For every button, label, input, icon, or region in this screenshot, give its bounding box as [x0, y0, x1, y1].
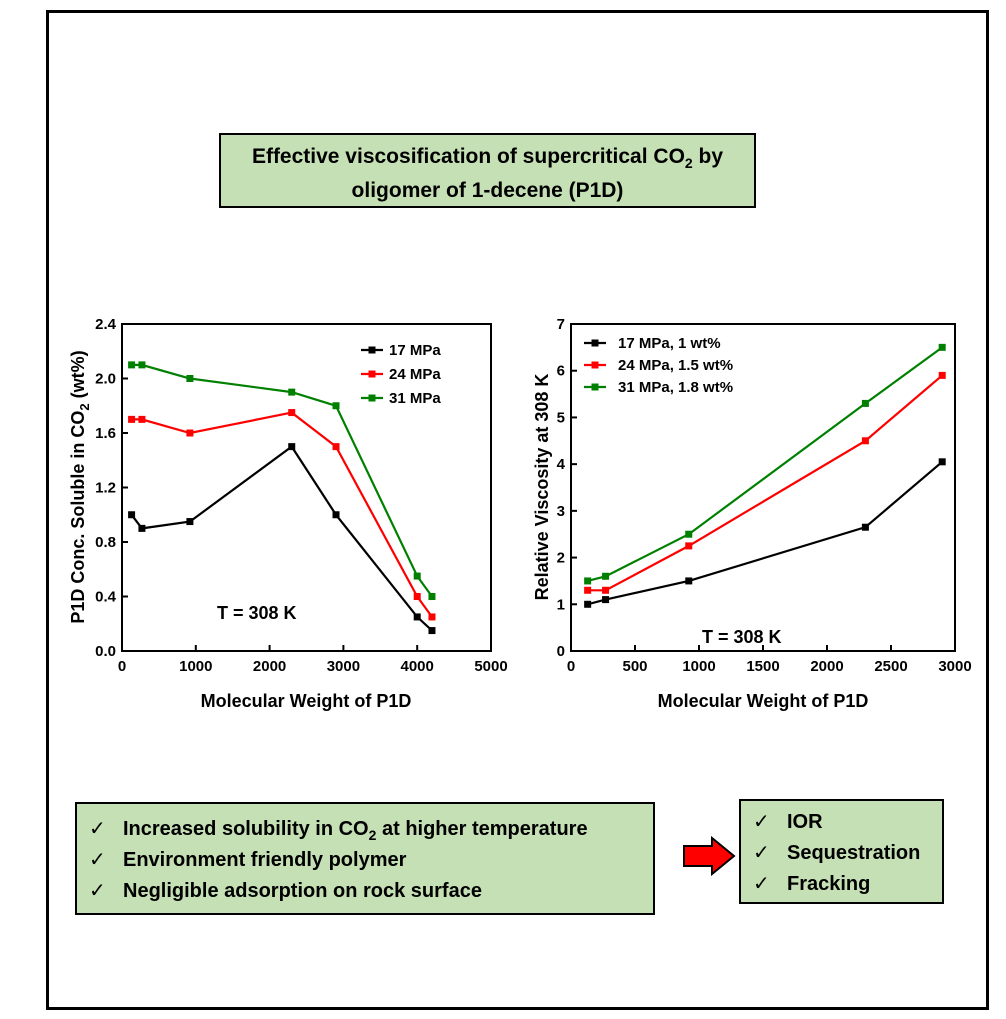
title-line-1: Effective viscosification of supercritic… — [251, 145, 724, 171]
check-icon: ✓ — [89, 818, 106, 840]
feature-item: ✓ Environment friendly polymer — [89, 845, 653, 876]
check-icon: ✓ — [89, 849, 106, 871]
title-line-2: oligomer of 1-decene (P1D) — [351, 179, 624, 202]
application-item: ✓ Fracking — [753, 869, 942, 900]
applications-box: ✓ IOR ✓ Sequestration ✓ Fracking — [739, 799, 944, 904]
application-item: ✓ IOR — [753, 807, 942, 838]
check-icon: ✓ — [753, 873, 770, 895]
check-icon: ✓ — [753, 842, 770, 864]
feature-item: ✓ Negligible adsorption on rock surface — [89, 876, 653, 907]
title-box: Effective viscosification of supercritic… — [219, 133, 756, 208]
figure-frame — [46, 10, 989, 1010]
check-icon: ✓ — [753, 811, 770, 833]
features-box: ✓ Increased solubility in CO2 at higher t… — [75, 802, 655, 915]
right-arrow-icon — [683, 836, 736, 876]
application-item: ✓ Sequestration — [753, 838, 942, 869]
check-icon: ✓ — [89, 880, 106, 902]
feature-item: ✓ Increased solubility in CO2 at higher t… — [89, 814, 653, 845]
